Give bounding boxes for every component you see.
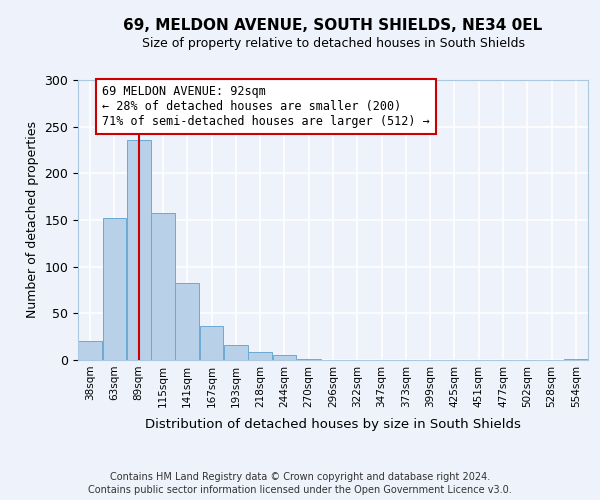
- Y-axis label: Number of detached properties: Number of detached properties: [26, 122, 39, 318]
- Bar: [224, 345, 248, 360]
- Bar: [297, 359, 320, 360]
- Bar: [564, 359, 588, 360]
- Bar: [200, 326, 223, 360]
- Text: 69 MELDON AVENUE: 92sqm
← 28% of detached houses are smaller (200)
71% of semi-d: 69 MELDON AVENUE: 92sqm ← 28% of detache…: [102, 84, 430, 128]
- X-axis label: Distribution of detached houses by size in South Shields: Distribution of detached houses by size …: [145, 418, 521, 431]
- Text: Contains HM Land Registry data © Crown copyright and database right 2024.: Contains HM Land Registry data © Crown c…: [110, 472, 490, 482]
- Bar: [248, 352, 272, 360]
- Bar: [175, 284, 199, 360]
- Text: 69, MELDON AVENUE, SOUTH SHIELDS, NE34 0EL: 69, MELDON AVENUE, SOUTH SHIELDS, NE34 0…: [124, 18, 542, 32]
- Text: Size of property relative to detached houses in South Shields: Size of property relative to detached ho…: [142, 38, 524, 51]
- Bar: [272, 356, 296, 360]
- Bar: [151, 212, 175, 360]
- Bar: [78, 342, 102, 360]
- Text: Contains public sector information licensed under the Open Government Licence v3: Contains public sector information licen…: [88, 485, 512, 495]
- Bar: [103, 218, 127, 360]
- Bar: [127, 140, 151, 360]
